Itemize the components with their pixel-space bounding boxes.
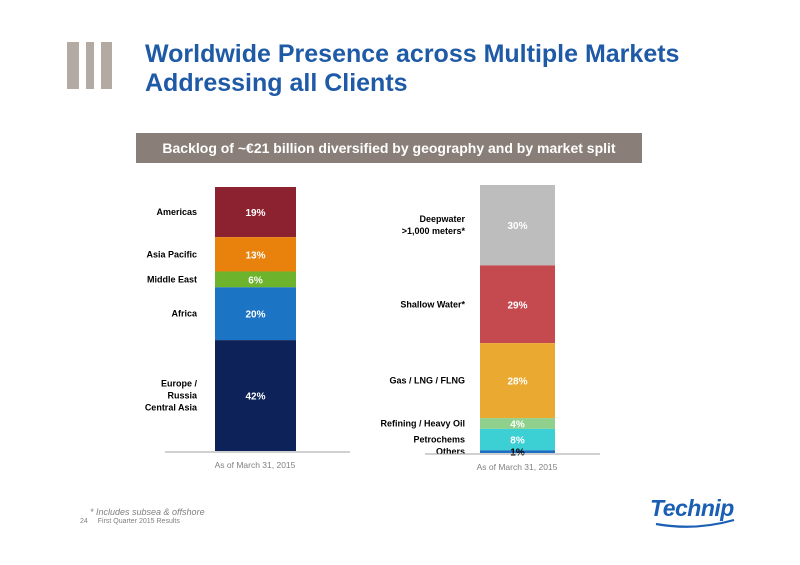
chart2-bar-segment-3 [480,343,555,419]
chart2-value-label-1: 30% [507,221,527,232]
decorative-bar-3 [101,42,112,89]
chart1-value-label-2: 13% [245,250,265,261]
chart2-bar-segment-6 [480,450,555,453]
chart1-category-label-2: Asia Pacific [146,249,197,259]
chart2-bar-segment-4 [480,418,555,429]
chart2-value-label-5: 8% [510,436,525,447]
chart2-category-label-1-line-2: >1,000 meters* [402,226,466,236]
chart1-value-label-4: 20% [245,310,265,321]
logo-swoosh-icon [655,518,735,528]
page-number: 24 [80,518,88,525]
chart1-bar-segment-1 [215,187,296,238]
chart1-bar-segment-2 [215,237,296,272]
chart2-x-axis-label: As of March 31, 2015 [477,462,558,472]
chart2-category-label-5: Petrochems [413,435,465,445]
chart2-value-label-3: 28% [507,377,527,388]
chart1-category-label-5-line-3: Central Asia [145,403,198,413]
page-title-line-2: Addressing all Clients [145,69,408,97]
chart1-x-axis-label: As of March 31, 2015 [215,460,296,470]
chart1-value-label-1: 19% [245,208,265,219]
chart1-bar-segment-3 [215,271,296,288]
page-title: Worldwide Presence across Multiple Marke… [145,40,765,98]
chart2-bar-segment-1 [480,185,555,266]
chart1-bar-segment-4 [215,287,296,341]
chart1-category-label-1: Americas [156,207,197,217]
chart1-category-label-5-line-2: Russia [167,391,198,401]
chart1-bar-segment-5 [215,340,296,451]
chart2-category-label-4: Refining / Heavy Oil [380,419,465,429]
chart1-value-label-3: 6% [248,275,263,286]
chart2-category-label-2: Shallow Water* [400,299,465,309]
chart2-bar-segment-5 [480,428,555,451]
page-title-line-1: Worldwide Presence across Multiple Marke… [145,40,680,68]
chart1-value-label-5: 42% [245,392,265,403]
technip-logo: Technip [650,493,740,533]
chart2-category-label-6: Others [436,447,465,457]
chart2-value-label-4: 4% [510,420,525,431]
chart2-category-label-1-line-1: Deepwater [419,214,465,224]
chart1-category-label-3: Middle East [147,274,197,284]
footnote: * Includes subsea & offshore [90,507,205,517]
decorative-bar-2 [86,42,94,89]
backlog-banner: Backlog of ~€21 billion diversified by g… [136,133,642,163]
chart2-value-label-6: 1% [510,448,525,459]
footer: 24 First Quarter 2015 Results [80,518,180,525]
chart2-value-label-2: 29% [507,300,527,311]
chart1-category-label-4: Africa [171,309,198,319]
chart2-category-label-3: Gas / LNG / FLNG [389,376,465,386]
decorative-bar-1 [67,42,79,89]
footer-text: First Quarter 2015 Results [97,518,180,525]
logo-text: Technip [650,495,734,521]
chart2-bar-segment-2 [480,265,555,344]
chart1-category-label-5-line-1: Europe / [161,379,198,389]
